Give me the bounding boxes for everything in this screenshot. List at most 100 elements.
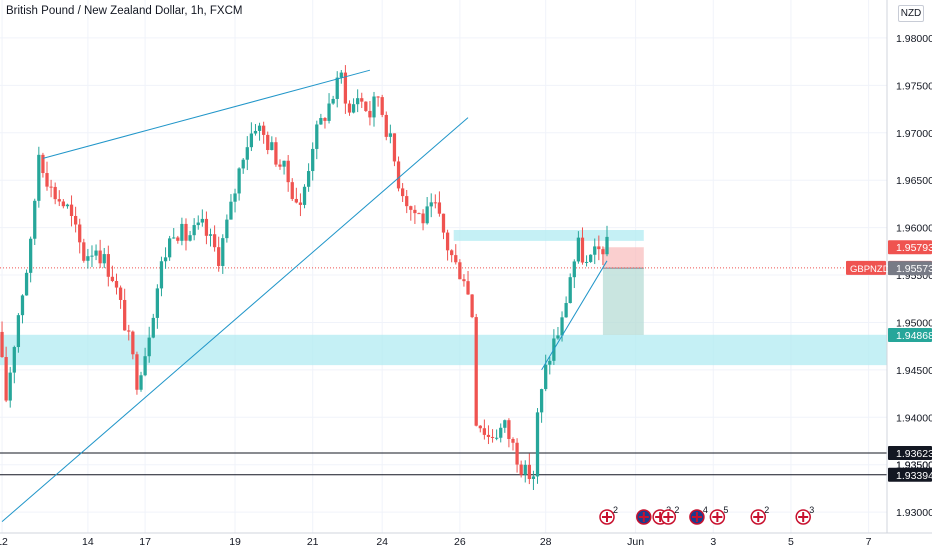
- candle-body: [409, 206, 413, 210]
- candle-body: [421, 213, 425, 224]
- candle-body: [155, 288, 160, 318]
- candle-body: [86, 256, 90, 261]
- candle-body: [172, 237, 176, 239]
- candle-body: [597, 246, 601, 250]
- flag-nz-icon[interactable]: 4: [689, 505, 708, 525]
- candle-body: [441, 213, 446, 233]
- candle-body: [368, 110, 372, 118]
- candle-body: [118, 287, 123, 300]
- candle-body: [139, 375, 143, 390]
- y-tick-label: 1.98000: [896, 33, 932, 45]
- candle-body: [384, 114, 388, 137]
- candle-body: [302, 186, 307, 205]
- candle-body: [41, 154, 45, 174]
- candle-body: [78, 224, 82, 243]
- candle-body: [315, 124, 319, 149]
- symbol-tag-bg: [846, 260, 886, 275]
- trendlines[interactable]: [1, 69, 608, 522]
- candle-body: [98, 250, 102, 264]
- candle-body: [37, 154, 41, 201]
- candle-body: [576, 237, 581, 262]
- x-tick-label: 17: [139, 536, 151, 548]
- flag-uk-icon[interactable]: 5: [709, 505, 728, 525]
- flag-nz-icon[interactable]: [636, 509, 652, 525]
- price-label-bg: [888, 446, 932, 461]
- candle-body: [127, 330, 131, 332]
- candle-body: [270, 142, 274, 151]
- candle-body: [335, 77, 339, 99]
- candle-body: [229, 201, 233, 220]
- candle-body: [33, 200, 37, 239]
- candle-body: [266, 134, 270, 151]
- x-tick-label: 19: [229, 536, 241, 548]
- y-tick-label: 1.94000: [896, 412, 932, 424]
- x-tick-label: 12: [0, 536, 8, 548]
- candle-body: [73, 215, 78, 225]
- candle-body: [123, 299, 127, 331]
- candle-body: [539, 389, 544, 413]
- candle-body: [454, 255, 458, 263]
- candle-body: [90, 255, 94, 257]
- candle-body: [208, 234, 213, 236]
- candle-body: [311, 148, 315, 172]
- candle-body: [225, 219, 229, 239]
- candle-body: [306, 171, 311, 187]
- price-labels: 1.957931.95576GBPNZD1.955731.948681.9362…: [846, 240, 932, 482]
- candle-body: [486, 434, 491, 437]
- price-label-bg: [888, 327, 932, 342]
- price-label-bg: [888, 261, 932, 276]
- candle-body: [319, 118, 323, 125]
- x-tick-label: 21: [307, 536, 319, 548]
- candle-body: [4, 357, 8, 401]
- chart-title: British Pound / New Zealand Dollar, 1h, …: [6, 5, 243, 17]
- candle-body: [523, 464, 527, 475]
- candle-body: [364, 101, 368, 111]
- candle-body: [343, 72, 348, 104]
- price-label-bg: [888, 467, 932, 482]
- x-tick-label: 5: [788, 536, 794, 548]
- y-tick-label: 1.97000: [896, 128, 932, 140]
- candle-body: [253, 130, 258, 134]
- price-label: 1.95573: [896, 263, 932, 275]
- candle-body: [388, 133, 392, 137]
- candle-body: [580, 237, 585, 263]
- price-label-bg: [888, 240, 932, 255]
- candle-body: [217, 247, 221, 266]
- candle-body: [564, 303, 568, 318]
- candle-body: [339, 72, 343, 78]
- price-label: 1.94868: [896, 330, 932, 342]
- currency-badge[interactable]: NZD: [898, 5, 924, 22]
- candle-body: [159, 261, 164, 289]
- y-tick-label: 1.94500: [896, 365, 932, 377]
- candle-body: [12, 347, 16, 373]
- candle-body: [57, 199, 61, 202]
- y-tick-label: 1.96000: [896, 223, 932, 235]
- candle-body: [572, 261, 576, 278]
- candle-body: [298, 202, 303, 205]
- candle-body: [196, 222, 200, 226]
- event-count: 2: [674, 505, 679, 515]
- candle-body: [65, 204, 70, 207]
- candle-body: [245, 147, 249, 160]
- candle-body: [474, 317, 478, 426]
- economic-events[interactable]: 2224523: [599, 505, 814, 525]
- flag-uk-icon[interactable]: 2: [599, 505, 618, 525]
- candle-body: [192, 225, 196, 236]
- flag-uk-icon[interactable]: 2: [660, 505, 679, 525]
- flag-uk-icon[interactable]: 2: [750, 505, 769, 525]
- stop-loss-area: [602, 247, 644, 269]
- candle-body: [433, 202, 437, 204]
- candle-body: [24, 272, 29, 296]
- candle-body: [82, 242, 86, 261]
- candle-body: [478, 425, 482, 429]
- candle-body: [417, 213, 421, 215]
- candle-body: [584, 261, 589, 263]
- short-position-tool[interactable]: [602, 247, 644, 335]
- candle-body: [360, 98, 364, 102]
- x-tick-label: 7: [866, 536, 872, 548]
- flag-uk-icon[interactable]: 3: [795, 505, 814, 525]
- candle-body: [605, 236, 609, 255]
- candle-body: [495, 437, 499, 439]
